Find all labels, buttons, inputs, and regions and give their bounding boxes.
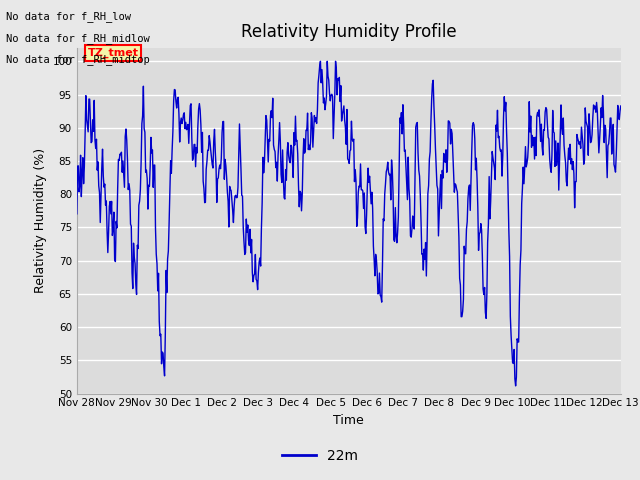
Text: No data for f_RH_midlow: No data for f_RH_midlow [6, 33, 150, 44]
Text: TZ_tmet: TZ_tmet [88, 48, 139, 58]
X-axis label: Time: Time [333, 414, 364, 427]
Text: No data for f_RH_low: No data for f_RH_low [6, 11, 131, 22]
Legend: 22m: 22m [276, 443, 364, 468]
Y-axis label: Relativity Humidity (%): Relativity Humidity (%) [34, 148, 47, 293]
Text: No data for f_RH_midtop: No data for f_RH_midtop [6, 54, 150, 65]
Title: Relativity Humidity Profile: Relativity Humidity Profile [241, 23, 456, 41]
